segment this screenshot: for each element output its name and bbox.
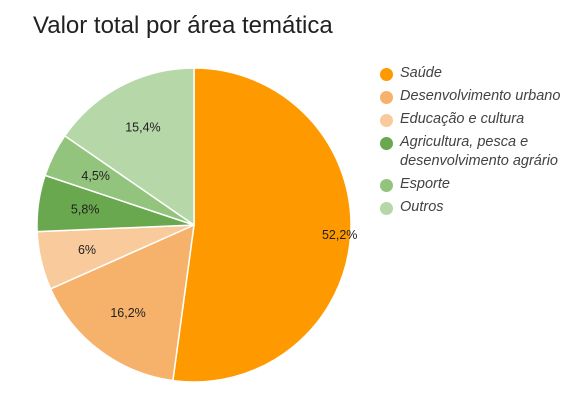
legend-label: Desenvolvimento urbano	[400, 88, 561, 104]
chart-title: Valor total por área temática	[33, 12, 333, 39]
legend-label: Agricultura, pesca e desenvolvimento agr…	[400, 134, 558, 169]
legend-item-1[interactable]: Desenvolvimento urbano	[380, 87, 570, 106]
pie-slice-0[interactable]	[172, 67, 352, 383]
legend-swatch	[380, 68, 393, 81]
legend-label: Educação e cultura	[400, 111, 525, 127]
legend-swatch	[380, 91, 393, 104]
legend-item-2[interactable]: Educação e cultura	[380, 110, 570, 129]
slice-label-2: 6%	[78, 243, 96, 257]
legend-label: Outros	[400, 199, 444, 215]
pie-slice-1[interactable]	[49, 223, 195, 382]
pie-slice-5[interactable]	[63, 67, 195, 227]
slice-label-0: 52,2%	[322, 228, 357, 242]
slice-label-4: 4,5%	[81, 169, 110, 183]
legend-swatch	[380, 179, 393, 192]
legend-swatch	[380, 137, 393, 150]
legend-label: Esporte	[400, 176, 450, 192]
legend-item-3[interactable]: Agricultura, pesca e desenvolvimento agr…	[380, 133, 570, 171]
legend-label: Saúde	[400, 65, 442, 81]
slice-label-3: 5,8%	[71, 203, 100, 217]
legend-swatch	[380, 114, 393, 127]
legend-swatch	[380, 202, 393, 215]
legend-item-0[interactable]: Saúde	[380, 64, 570, 83]
legend: Saúde Desenvolvimento urbano Educação e cu…	[380, 64, 570, 221]
legend-item-4[interactable]: Esporte	[380, 175, 570, 194]
legend-item-5[interactable]: Outros	[380, 198, 570, 217]
slice-label-5: 15,4%	[125, 121, 160, 135]
slice-label-1: 16,2%	[110, 306, 145, 320]
